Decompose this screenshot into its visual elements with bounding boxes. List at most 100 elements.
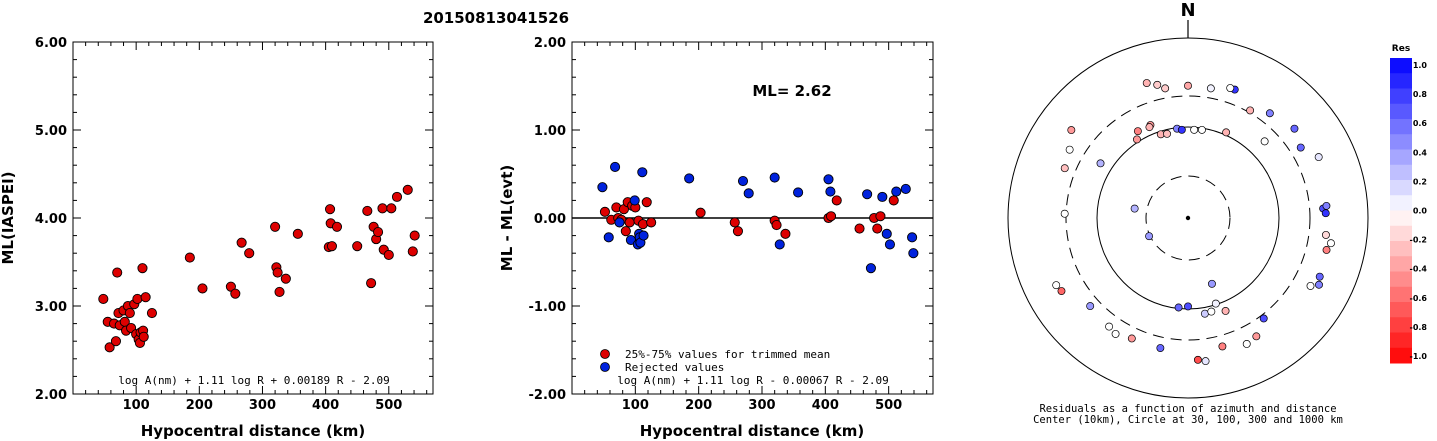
residual-station-point [1201,357,1210,366]
data-point-red [362,205,373,217]
legend-red-marker [600,349,610,359]
residual-station-point [1130,204,1139,213]
residual-station-point [1177,125,1186,134]
x-tick-label: 200 [685,398,712,413]
residual-station-point [1127,334,1136,343]
data-point-blue [684,173,695,184]
y-tick-label: 3.00 [35,300,67,315]
residual-plot-yaxis: -2.00 -1.00 0.00 1.00 2.00 [529,36,933,403]
center-dot [1185,215,1191,221]
data-point-blue [774,239,785,250]
north-label: N [1180,0,1195,21]
data-point-red [407,246,418,257]
residual-station-point [1306,281,1315,290]
x-tick-label: 200 [186,398,213,413]
data-point-blue [743,188,754,199]
colorbar-cell [1390,302,1412,318]
colorbar-tick-label: 0.4 [1413,148,1428,157]
azimuth-caption-line2: Center (10km), Circle at 30, 100, 300 an… [1033,414,1343,426]
residual-station-point [1242,339,1251,348]
data-point-blue [825,186,836,197]
legend: 25%-75% values for trimmed mean Rejected… [600,348,830,374]
residual-station-point [1260,137,1269,146]
residual-station-point [1206,84,1215,93]
data-point-red [184,252,195,263]
colorbar-cell [1390,271,1412,288]
data-point-red [104,342,115,353]
data-point-blue [907,232,918,243]
data-point-red [137,263,148,274]
colorbar-cell [1390,134,1412,150]
residual-station-point [1226,84,1235,92]
residual-station-point [1184,302,1192,311]
azimuth-plot: N Residuals as a function of azimuth and… [1007,0,1369,426]
x-tick-label: 400 [312,398,339,413]
x-tick-label: 100 [123,398,150,413]
data-point-red [197,283,208,294]
residual-station-point [1265,109,1274,118]
data-point-blue [900,183,911,195]
data-point-red [641,197,652,208]
circle-300km [1065,95,1311,341]
data-point-red [146,307,157,319]
residual-station-point [1315,280,1323,289]
y-tick-label: 6.00 [35,36,67,51]
data-point-blue [603,232,614,243]
colorbar-cell [1390,210,1412,227]
data-point-red [124,307,135,319]
colorbar-cell [1390,149,1412,166]
residual-plot-ylabel: ML - ML(evt) [498,165,516,271]
residual-station-point [1060,209,1069,218]
residual-station-point [1218,342,1227,351]
event-title: 20150813041526 [423,9,569,27]
colorbar-cell [1390,332,1412,349]
data-point-blue [769,172,780,183]
data-point-blue [823,174,834,185]
magnitude-plot-points [98,184,420,353]
colorbar-cell [1390,225,1412,242]
azimuth-plot-points [1052,79,1335,366]
y-tick-label: 2.00 [35,388,67,403]
circle-30km [1145,175,1231,261]
legend-blue-marker [600,362,610,372]
colorbar-cell [1390,195,1412,211]
residual-station-point [1156,344,1165,352]
data-point-red [386,203,397,214]
x-tick-label: 400 [812,398,839,413]
data-point-red [831,195,842,206]
data-point-red [771,219,782,231]
residual-plot: ML - ML(evt) Hypocentral distance (km) M… [498,36,934,440]
data-point-red [366,278,377,289]
data-point-red [110,336,121,347]
residual-station-point [1208,279,1216,288]
colorbar-labels: 1.0 0.8 0.6 0.4 0.2 0.0 -0.2 -0.4 -0.6 -0.8 -1.0 [1410,61,1428,361]
data-point-blue [877,191,888,202]
residual-station-point [1174,303,1183,312]
colorbar-cell [1390,256,1412,272]
data-point-red [391,191,403,202]
residual-station-point [1322,201,1331,210]
colorbar-tick-label: 0.8 [1413,90,1428,99]
colorbar-tick-label: -0.2 [1410,236,1428,245]
data-point-red [292,228,303,239]
residual-plot-xaxis: 100 200 300 400 500 [571,42,928,413]
residual-station-point [1145,232,1154,241]
residual-plot-xlabel: Hypocentral distance (km) [640,422,865,440]
residual-station-point [1207,307,1216,316]
colorbar-cell [1390,317,1412,333]
data-point-blue [637,167,648,178]
x-tick-label: 500 [375,398,402,413]
residual-station-point [1145,123,1154,132]
y-tick-label: 4.00 [35,212,67,227]
data-point-red [402,184,413,195]
data-point-red [331,221,343,232]
residual-station-point [1163,129,1171,138]
colorbar-cell [1390,164,1412,181]
data-point-red [637,219,648,230]
data-point-red [875,211,886,222]
residual-station-point [1153,80,1162,89]
data-point-blue [908,248,919,259]
magnitude-plot-xaxis: 100 200 300 400 500 [72,42,428,413]
data-point-blue [862,189,873,200]
residual-station-point [1296,143,1305,152]
